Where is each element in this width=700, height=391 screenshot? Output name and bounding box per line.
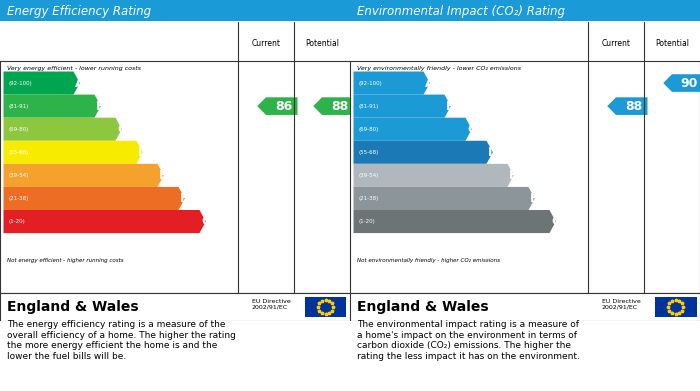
Polygon shape xyxy=(354,95,451,118)
Polygon shape xyxy=(4,164,164,187)
Text: D: D xyxy=(139,146,148,159)
Polygon shape xyxy=(4,72,80,95)
Polygon shape xyxy=(608,97,648,115)
Text: (81-91): (81-91) xyxy=(8,104,29,109)
Text: F: F xyxy=(531,192,539,205)
Text: G: G xyxy=(552,215,561,228)
Text: England & Wales: England & Wales xyxy=(357,300,489,314)
Text: EU Directive
2002/91/EC: EU Directive 2002/91/EC xyxy=(602,299,640,309)
Text: (92-100): (92-100) xyxy=(358,81,382,86)
Text: C: C xyxy=(118,123,127,136)
FancyBboxPatch shape xyxy=(0,22,350,293)
Polygon shape xyxy=(4,210,206,233)
FancyBboxPatch shape xyxy=(350,21,700,61)
Text: Current: Current xyxy=(251,39,281,48)
Text: Energy Efficiency Rating: Energy Efficiency Rating xyxy=(7,5,151,18)
Polygon shape xyxy=(354,72,430,95)
FancyBboxPatch shape xyxy=(0,0,350,22)
Text: Not environmentally friendly - higher CO₂ emissions: Not environmentally friendly - higher CO… xyxy=(357,258,500,263)
Text: A: A xyxy=(426,77,435,90)
FancyBboxPatch shape xyxy=(654,296,696,317)
Polygon shape xyxy=(4,95,101,118)
Text: (81-91): (81-91) xyxy=(358,104,379,109)
Text: 90: 90 xyxy=(681,77,698,90)
Text: B: B xyxy=(447,100,456,113)
FancyBboxPatch shape xyxy=(350,22,700,293)
Text: 88: 88 xyxy=(331,100,348,113)
Polygon shape xyxy=(258,97,298,115)
Text: (55-68): (55-68) xyxy=(8,150,29,155)
Text: F: F xyxy=(180,192,189,205)
Text: (92-100): (92-100) xyxy=(8,81,32,86)
Text: Environmental Impact (CO₂) Rating: Environmental Impact (CO₂) Rating xyxy=(357,5,565,18)
Text: E: E xyxy=(510,169,518,182)
Text: Potential: Potential xyxy=(655,39,689,48)
FancyBboxPatch shape xyxy=(304,296,346,317)
Text: (55-68): (55-68) xyxy=(358,150,379,155)
Text: E: E xyxy=(160,169,168,182)
FancyBboxPatch shape xyxy=(0,293,350,321)
Polygon shape xyxy=(4,118,122,141)
Text: 86: 86 xyxy=(275,100,292,113)
Text: EU Directive
2002/91/EC: EU Directive 2002/91/EC xyxy=(252,299,290,309)
Polygon shape xyxy=(354,164,514,187)
Polygon shape xyxy=(354,141,493,164)
Text: D: D xyxy=(489,146,498,159)
Text: (69-80): (69-80) xyxy=(8,127,29,132)
Text: The energy efficiency rating is a measure of the
overall efficiency of a home. T: The energy efficiency rating is a measur… xyxy=(7,321,236,361)
Text: Not energy efficient - higher running costs: Not energy efficient - higher running co… xyxy=(7,258,124,263)
Polygon shape xyxy=(4,187,185,210)
Text: (39-54): (39-54) xyxy=(8,173,29,178)
Text: C: C xyxy=(468,123,477,136)
Text: A: A xyxy=(76,77,85,90)
Polygon shape xyxy=(354,118,472,141)
Text: Very energy efficient - lower running costs: Very energy efficient - lower running co… xyxy=(7,66,141,71)
Text: (39-54): (39-54) xyxy=(358,173,379,178)
Polygon shape xyxy=(314,97,354,115)
Text: (1-20): (1-20) xyxy=(8,219,25,224)
FancyBboxPatch shape xyxy=(350,0,700,22)
Polygon shape xyxy=(4,141,143,164)
Polygon shape xyxy=(664,74,700,92)
Text: England & Wales: England & Wales xyxy=(7,300,139,314)
FancyBboxPatch shape xyxy=(350,293,700,321)
Text: B: B xyxy=(97,100,106,113)
Text: Very environmentally friendly - lower CO₂ emissions: Very environmentally friendly - lower CO… xyxy=(357,66,521,71)
Text: Potential: Potential xyxy=(305,39,339,48)
Text: (21-38): (21-38) xyxy=(358,196,379,201)
Text: (69-80): (69-80) xyxy=(358,127,379,132)
Text: (1-20): (1-20) xyxy=(358,219,375,224)
FancyBboxPatch shape xyxy=(0,21,350,61)
Text: The environmental impact rating is a measure of
a home's impact on the environme: The environmental impact rating is a mea… xyxy=(357,321,580,361)
Text: G: G xyxy=(202,215,211,228)
Text: (21-38): (21-38) xyxy=(8,196,29,201)
Polygon shape xyxy=(354,187,535,210)
Text: Current: Current xyxy=(601,39,631,48)
Text: 88: 88 xyxy=(625,100,642,113)
Polygon shape xyxy=(354,210,556,233)
